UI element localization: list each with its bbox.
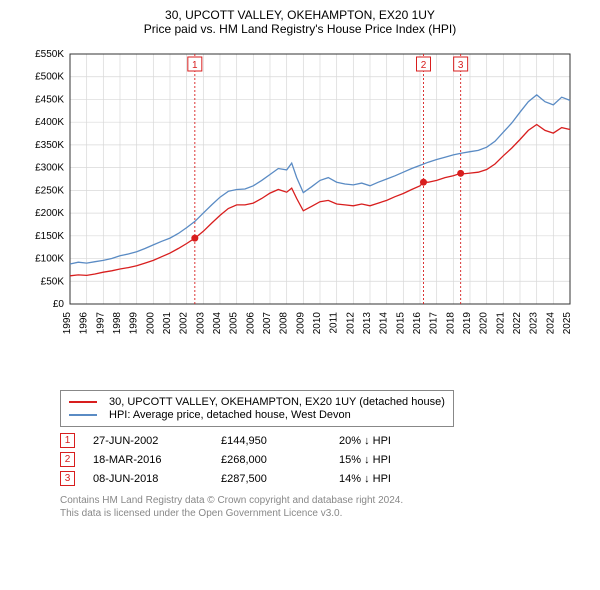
table-row: 3 08-JUN-2018 £287,500 14% ↓ HPI bbox=[60, 471, 568, 486]
svg-text:2018: 2018 bbox=[445, 312, 456, 335]
svg-text:1995: 1995 bbox=[62, 312, 73, 335]
chart-title: 30, UPCOTT VALLEY, OKEHAMPTON, EX20 1UY bbox=[12, 8, 588, 22]
table-row: 1 27-JUN-2002 £144,950 20% ↓ HPI bbox=[60, 433, 568, 448]
sale-price: £287,500 bbox=[221, 473, 321, 485]
sale-marker-box: 3 bbox=[60, 471, 75, 486]
svg-text:2023: 2023 bbox=[529, 312, 540, 335]
svg-text:1999: 1999 bbox=[129, 312, 140, 335]
svg-text:2006: 2006 bbox=[245, 312, 256, 335]
line-chart-svg: £0 £50K £100K £150K £200K £250K £300K £350K £400… bbox=[20, 44, 580, 384]
sale-hpi-delta: 14% ↓ HPI bbox=[339, 473, 429, 485]
svg-text:£250K: £250K bbox=[35, 185, 64, 196]
svg-text:£300K: £300K bbox=[35, 163, 64, 174]
svg-text:2004: 2004 bbox=[212, 312, 223, 335]
sale-date: 08-JUN-2018 bbox=[93, 473, 203, 485]
sale-date: 27-JUN-2002 bbox=[93, 435, 203, 447]
svg-text:2012: 2012 bbox=[345, 312, 356, 335]
svg-text:£0: £0 bbox=[53, 299, 65, 310]
svg-text:2019: 2019 bbox=[462, 312, 473, 335]
svg-text:2002: 2002 bbox=[179, 312, 190, 335]
svg-text:1996: 1996 bbox=[79, 312, 90, 335]
svg-text:£100K: £100K bbox=[35, 254, 64, 265]
svg-text:2009: 2009 bbox=[295, 312, 306, 335]
sale-date: 18-MAR-2016 bbox=[93, 454, 203, 466]
footer-text: Contains HM Land Registry data © Crown c… bbox=[60, 494, 568, 520]
svg-text:2: 2 bbox=[421, 60, 427, 71]
sale-price: £144,950 bbox=[221, 435, 321, 447]
chart-subtitle: Price paid vs. HM Land Registry's House … bbox=[12, 22, 588, 36]
svg-text:2005: 2005 bbox=[229, 312, 240, 335]
svg-text:2025: 2025 bbox=[562, 312, 573, 335]
svg-text:2001: 2001 bbox=[162, 312, 173, 335]
svg-text:2021: 2021 bbox=[495, 312, 506, 335]
svg-text:£200K: £200K bbox=[35, 208, 64, 219]
svg-text:2015: 2015 bbox=[395, 312, 406, 335]
svg-text:£50K: £50K bbox=[41, 276, 65, 287]
svg-text:2010: 2010 bbox=[312, 312, 323, 335]
legend-swatch bbox=[69, 401, 97, 403]
svg-text:1: 1 bbox=[192, 60, 198, 71]
svg-text:2013: 2013 bbox=[362, 312, 373, 335]
svg-text:2017: 2017 bbox=[429, 312, 440, 335]
legend-row: HPI: Average price, detached house, West… bbox=[69, 409, 445, 421]
svg-text:£450K: £450K bbox=[35, 94, 64, 105]
sale-hpi-delta: 15% ↓ HPI bbox=[339, 454, 429, 466]
svg-text:3: 3 bbox=[458, 60, 464, 71]
svg-text:2020: 2020 bbox=[479, 312, 490, 335]
svg-text:2003: 2003 bbox=[195, 312, 206, 335]
footer-line-1: Contains HM Land Registry data © Crown c… bbox=[60, 494, 568, 507]
svg-text:1997: 1997 bbox=[95, 312, 106, 335]
legend-box: 30, UPCOTT VALLEY, OKEHAMPTON, EX20 1UY … bbox=[60, 390, 454, 427]
svg-text:2007: 2007 bbox=[262, 312, 273, 335]
sales-table: 1 27-JUN-2002 £144,950 20% ↓ HPI 2 18-MAR-201… bbox=[60, 433, 568, 486]
svg-text:2024: 2024 bbox=[545, 312, 556, 335]
footer-line-2: This data is licensed under the Open Gov… bbox=[60, 507, 568, 520]
svg-text:2000: 2000 bbox=[145, 312, 156, 335]
sale-hpi-delta: 20% ↓ HPI bbox=[339, 435, 429, 447]
svg-text:2011: 2011 bbox=[329, 312, 340, 334]
svg-text:£400K: £400K bbox=[35, 117, 64, 128]
svg-text:£350K: £350K bbox=[35, 140, 64, 151]
legend-label: HPI: Average price, detached house, West… bbox=[109, 409, 351, 421]
chart-container: 30, UPCOTT VALLEY, OKEHAMPTON, EX20 1UY … bbox=[0, 0, 600, 590]
svg-text:2022: 2022 bbox=[512, 312, 523, 335]
chart-plot: £0 £50K £100K £150K £200K £250K £300K £350K £400… bbox=[20, 44, 580, 384]
svg-text:2016: 2016 bbox=[412, 312, 423, 335]
svg-text:£500K: £500K bbox=[35, 72, 64, 83]
svg-text:£150K: £150K bbox=[35, 231, 64, 242]
sale-marker-box: 1 bbox=[60, 433, 75, 448]
sale-price: £268,000 bbox=[221, 454, 321, 466]
svg-text:2014: 2014 bbox=[379, 312, 390, 335]
legend-label: 30, UPCOTT VALLEY, OKEHAMPTON, EX20 1UY … bbox=[109, 396, 445, 408]
svg-text:2008: 2008 bbox=[279, 312, 290, 335]
svg-text:1998: 1998 bbox=[112, 312, 123, 335]
legend-row: 30, UPCOTT VALLEY, OKEHAMPTON, EX20 1UY … bbox=[69, 396, 445, 408]
svg-text:£550K: £550K bbox=[35, 49, 64, 60]
sale-marker-box: 2 bbox=[60, 452, 75, 467]
table-row: 2 18-MAR-2016 £268,000 15% ↓ HPI bbox=[60, 452, 568, 467]
legend-swatch bbox=[69, 414, 97, 416]
